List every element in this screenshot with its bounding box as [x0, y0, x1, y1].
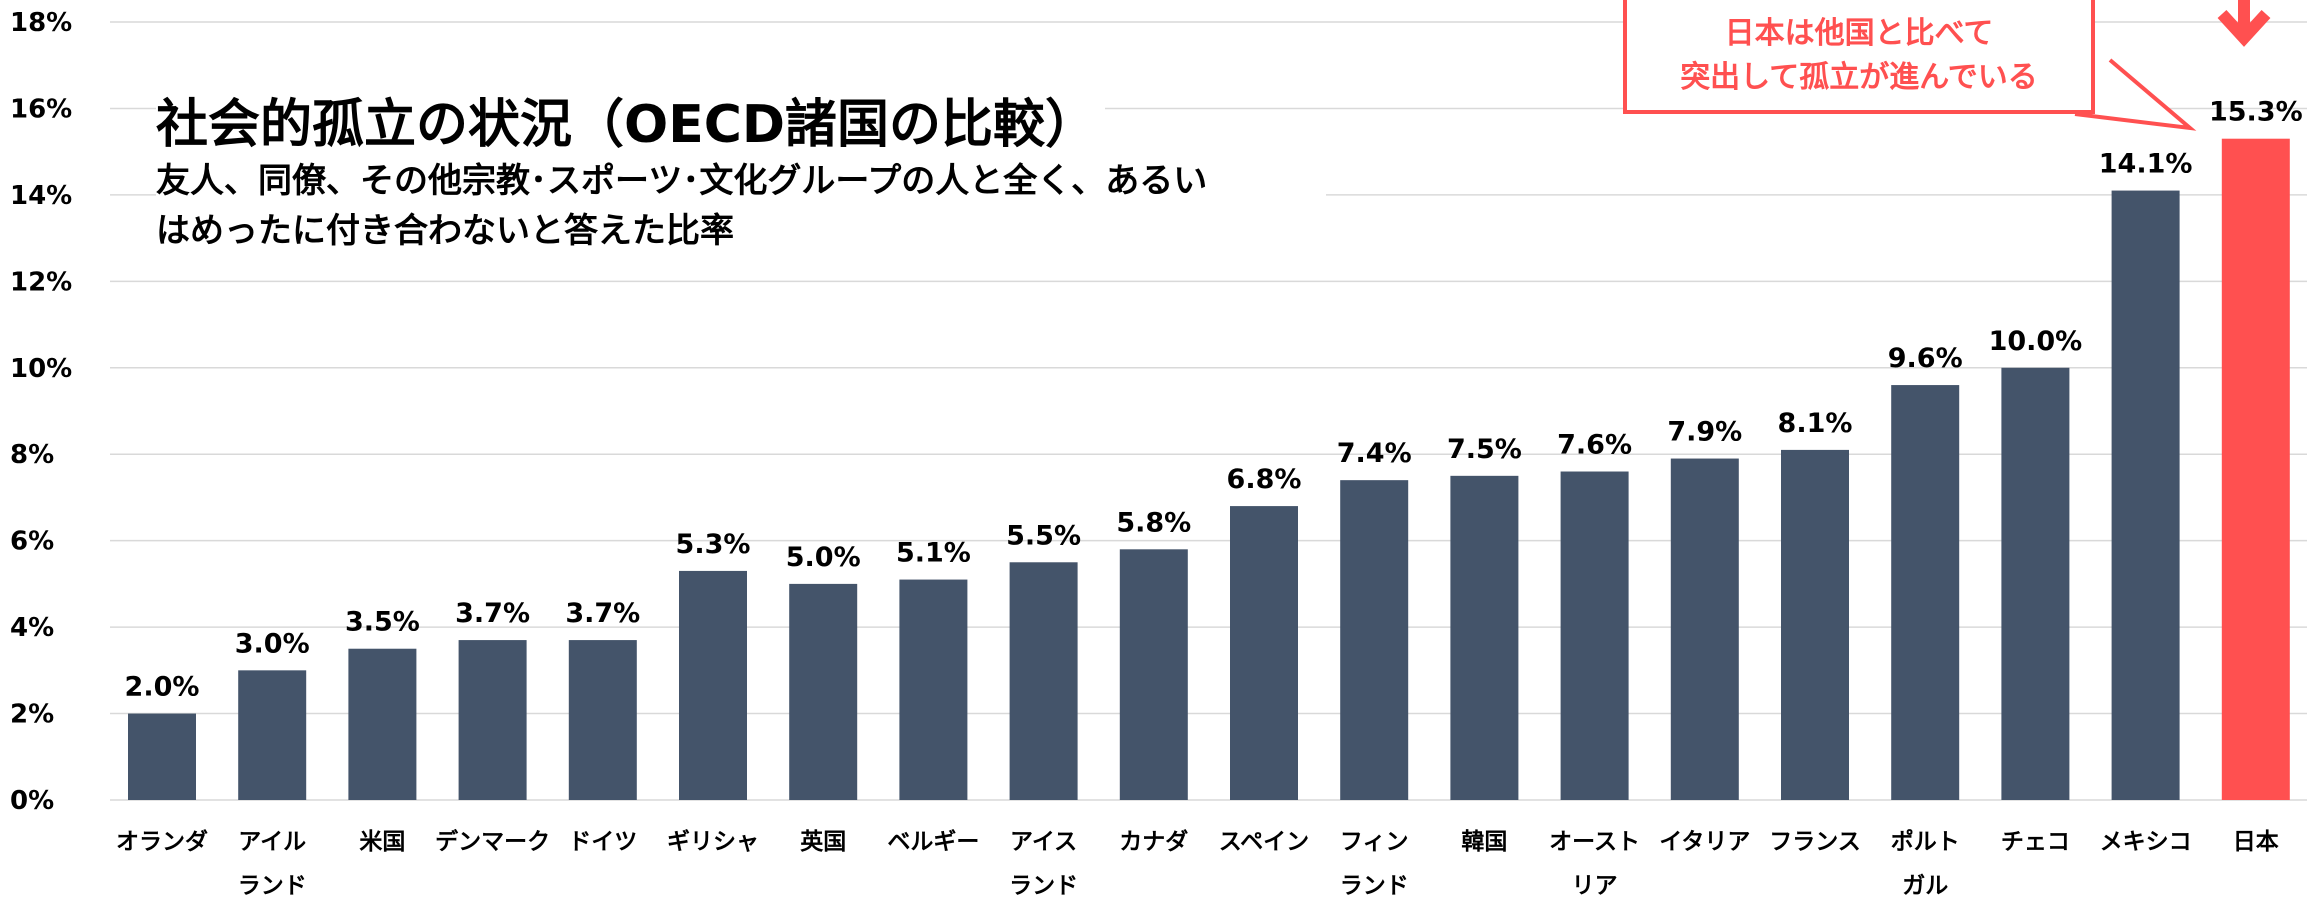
x-tick-label: フランス [1769, 829, 1861, 855]
bar [1670, 458, 1739, 800]
x-tick-label: オースト リア [1549, 829, 1641, 899]
value-label: 3.7% [565, 598, 640, 629]
bar [789, 583, 858, 800]
bar [568, 640, 637, 800]
annotation: 日本は他国と比べて 突出して孤立が進んでいる [1623, 0, 2095, 114]
x-tick-label: フィン ランド [1339, 829, 1409, 899]
y-tick-label: 4% [10, 613, 54, 643]
y-tick-label: 8% [10, 440, 54, 470]
bar [348, 648, 417, 800]
value-label: 5.8% [1116, 507, 1191, 538]
chart-subtitle: 友人、同僚、その他宗教･スポーツ･文化グループの人と全く、あるい はめったに付き… [156, 156, 1326, 256]
bar [2111, 190, 2180, 801]
chart-title: 社会的孤立の状況（OECD諸国の比較） [156, 82, 1106, 157]
x-tick-label: ポルト ガル [1890, 829, 1960, 899]
x-tick-label: カナダ [1119, 829, 1189, 855]
x-tick-label: ベルギー [887, 829, 980, 855]
bar [1450, 475, 1519, 800]
value-label: 5.3% [676, 529, 751, 560]
value-label: 5.5% [1006, 520, 1081, 551]
x-tick-label: メキシコ [2099, 829, 2192, 855]
bar [1891, 385, 1960, 800]
x-tick-label: イタリア [1659, 829, 1751, 855]
value-label: 7.5% [1447, 434, 1522, 465]
value-label: 9.6% [1888, 343, 1963, 374]
value-label: 8.1% [1778, 408, 1853, 439]
x-tick-label: 日本 [2232, 829, 2279, 855]
value-label: 5.0% [786, 542, 861, 573]
value-label: 14.1% [2099, 149, 2193, 180]
value-label: 3.5% [345, 607, 420, 638]
callout-tail [2074, 58, 2197, 131]
y-tick-label: 12% [10, 267, 72, 297]
bar [2221, 138, 2290, 800]
x-tick-label: 米国 [359, 829, 406, 855]
y-tick-label: 14% [10, 181, 72, 211]
x-tick-label: オランダ [116, 829, 208, 855]
x-tick-label: 韓国 [1461, 829, 1508, 855]
x-tick-label: ギリシャ [667, 829, 759, 855]
x-tick-label: アイス ランド [1009, 829, 1079, 899]
y-tick-label: 0% [10, 786, 54, 816]
arrow [2217, 0, 2271, 47]
value-label: 15.3% [2209, 97, 2303, 128]
value-label: 6.8% [1227, 464, 1302, 495]
x-tick-label: チェコ [2000, 829, 2070, 855]
value-label: 3.7% [455, 598, 530, 629]
bar [128, 713, 196, 800]
value-label: 7.4% [1337, 438, 1412, 469]
bar [1119, 549, 1188, 800]
bar [1230, 506, 1298, 800]
bar [679, 570, 747, 800]
bar [1009, 562, 1078, 800]
bar [1781, 449, 1849, 800]
bar [2001, 367, 2070, 800]
x-tick-label: デンマーク [435, 829, 551, 855]
value-label: 5.1% [896, 538, 971, 569]
bar [1560, 471, 1629, 800]
y-tick-label: 10% [10, 354, 72, 384]
y-tick-label: 16% [10, 94, 72, 124]
value-label: 7.6% [1557, 430, 1632, 461]
y-tick-label: 2% [10, 700, 54, 730]
bar [1340, 480, 1409, 800]
x-tick-label: スペイン [1218, 829, 1310, 855]
value-label: 10.0% [1989, 326, 2083, 357]
bar [458, 640, 527, 800]
value-label: 3.0% [235, 628, 310, 659]
x-tick-label: 英国 [800, 829, 847, 855]
y-tick-label: 6% [10, 527, 54, 557]
value-label: 7.9% [1667, 417, 1742, 448]
x-tick-label: アイル ランド [237, 829, 307, 899]
bar [899, 579, 968, 800]
y-tick-label: 18% [10, 8, 72, 38]
value-label: 2.0% [125, 672, 200, 703]
x-tick-label: ドイツ [568, 829, 638, 855]
bar [238, 670, 307, 800]
